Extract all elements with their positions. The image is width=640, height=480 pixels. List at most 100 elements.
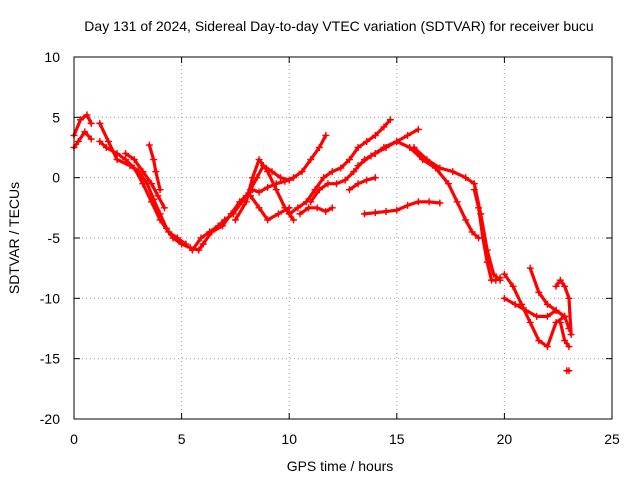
series-track-15 <box>361 198 444 218</box>
data-point-marker <box>345 156 353 164</box>
data-point-marker <box>152 168 160 176</box>
data-point-marker <box>96 119 104 127</box>
data-point-marker <box>122 156 130 164</box>
data-point-marker <box>468 228 476 236</box>
data-point-marker <box>154 192 162 200</box>
series-line <box>502 272 567 349</box>
data-point-marker <box>324 180 332 188</box>
data-point-marker <box>354 144 362 151</box>
data-point-marker <box>565 343 573 351</box>
data-point-marker <box>526 318 534 326</box>
data-point-marker <box>382 207 390 215</box>
data-point-marker <box>475 204 483 212</box>
data-point-marker <box>322 207 330 215</box>
data-point-marker <box>414 198 422 206</box>
data-point-marker <box>272 186 280 194</box>
data-point-marker <box>511 300 519 308</box>
series-line <box>347 176 377 192</box>
series-line <box>72 113 93 137</box>
data-point-marker <box>404 131 412 139</box>
data-point-marker <box>453 198 461 206</box>
data-point-marker <box>307 198 315 206</box>
series-track-6 <box>145 141 164 194</box>
data-point-marker <box>492 276 500 284</box>
data-point-marker <box>565 367 573 375</box>
data-point-marker <box>150 156 158 164</box>
series-track-5 <box>122 150 168 212</box>
series-track-22 <box>552 276 575 339</box>
data-point-marker <box>526 264 534 272</box>
data-point-marker <box>156 186 164 194</box>
data-point-marker <box>285 176 293 184</box>
data-point-marker <box>561 337 569 345</box>
data-point-marker <box>535 337 543 345</box>
data-point-marker <box>102 144 110 151</box>
data-point-marker <box>496 274 504 282</box>
data-point-marker <box>328 168 336 176</box>
data-point-marker <box>296 210 304 218</box>
data-point-marker <box>470 186 478 194</box>
data-point-marker <box>214 222 222 230</box>
data-point-marker <box>81 128 89 136</box>
data-point-marker <box>354 162 362 170</box>
data-point-marker <box>361 210 369 218</box>
data-point-marker <box>130 156 138 164</box>
y-tick-label: 0 <box>52 170 60 186</box>
data-point-marker <box>371 131 379 139</box>
data-point-marker <box>337 164 345 172</box>
data-point-marker <box>354 180 362 188</box>
data-point-marker <box>122 150 130 158</box>
data-point-marker <box>561 282 569 290</box>
data-point-marker <box>345 186 353 194</box>
x-axis-label: GPS time / hours <box>287 458 394 474</box>
data-point-marker <box>410 144 418 151</box>
y-tick-label: -5 <box>48 230 61 246</box>
data-point-marker <box>255 204 263 212</box>
data-point-marker <box>231 216 239 224</box>
series-track-18 <box>470 186 504 284</box>
data-point-marker <box>87 119 95 127</box>
data-point-marker <box>305 204 313 212</box>
series-line <box>72 130 93 150</box>
data-point-marker <box>449 168 457 176</box>
data-point-marker <box>221 216 229 224</box>
series-track-1 <box>70 111 95 139</box>
data-point-marker <box>363 137 371 145</box>
data-point-marker <box>386 116 394 124</box>
data-point-marker <box>315 144 323 151</box>
series-line <box>356 139 481 240</box>
data-point-marker <box>156 216 164 224</box>
series-track-12 <box>296 204 336 218</box>
data-point-marker <box>363 176 371 184</box>
series-track-7 <box>199 131 330 248</box>
data-point-marker <box>74 137 82 145</box>
data-point-marker <box>249 174 257 182</box>
data-point-marker <box>404 201 412 209</box>
data-point-marker <box>147 180 155 188</box>
data-point-marker <box>160 204 168 212</box>
data-point-marker <box>552 282 560 290</box>
x-tick-label: 15 <box>389 431 405 447</box>
data-point-marker <box>509 282 517 290</box>
data-point-marker <box>423 156 431 164</box>
y-axis-label: SDTVAR / TECUs <box>6 182 22 294</box>
data-point-marker <box>425 198 433 206</box>
series-line <box>147 143 162 192</box>
data-point-marker <box>87 135 95 143</box>
data-point-marker <box>341 176 349 184</box>
data-point-marker <box>371 174 379 182</box>
data-point-marker <box>313 204 321 212</box>
data-point-marker <box>130 164 138 172</box>
data-point-marker <box>285 204 293 212</box>
data-point-marker <box>380 123 388 131</box>
series-track-11 <box>285 116 394 218</box>
series-track-23 <box>556 318 573 351</box>
data-point-marker <box>264 216 272 224</box>
data-point-marker <box>147 198 155 206</box>
data-point-marker <box>567 331 575 339</box>
data-point-marker <box>290 216 298 224</box>
data-point-marker <box>462 174 470 182</box>
series-line <box>98 139 188 246</box>
x-tick-label: 10 <box>281 431 297 447</box>
data-point-marker <box>274 210 282 218</box>
